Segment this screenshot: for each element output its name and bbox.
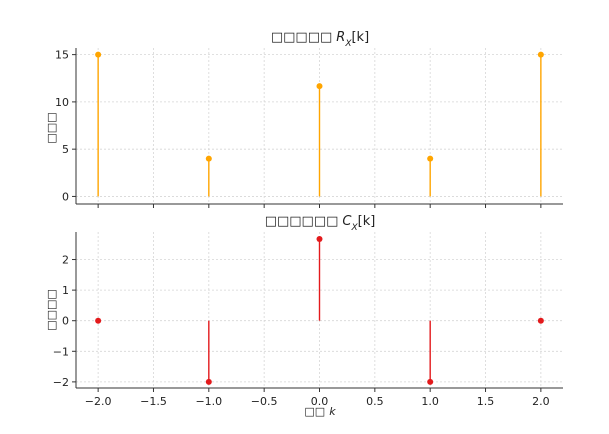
covariance-ytick-label-4: 2 xyxy=(62,254,69,267)
autocorrelation-ytick-label-1: 5 xyxy=(62,143,69,156)
autocorrelation-ytick-label-3: 15 xyxy=(55,49,69,62)
covariance-stems xyxy=(95,236,544,385)
autocorrelation-marker-0 xyxy=(95,51,102,58)
autocorrelation-title: □□□□□ RX[k] xyxy=(271,30,369,49)
covariance-xtick-label-7: 1.5 xyxy=(477,395,495,408)
covariance-title: □□□□□□ CX[k] xyxy=(265,214,376,233)
autocorrelation-marker-3 xyxy=(427,155,434,162)
autocorrelation-ytick-label-2: 10 xyxy=(55,96,69,109)
covariance-marker-1 xyxy=(205,378,212,385)
covariance-ytick-label-2: 0 xyxy=(62,315,69,328)
covariance-marker-3 xyxy=(427,378,434,385)
covariance-xlabel: □□ k xyxy=(304,405,336,418)
autocorrelation-marker-1 xyxy=(205,155,212,162)
autocorrelation-panel: □□□□□ RX[k] □□□ 0 5 10 15 xyxy=(45,30,563,208)
autocorrelation-ylabel: □□□ xyxy=(45,112,58,143)
covariance-axes: −2 −1 0 1 2 −2.0 −1.5 −1.0 −0.5 0.0 0.5 1.0 1.5 2.0 xyxy=(53,232,563,408)
covariance-panel: □□□□□□ CX[k] □□□□ □□ k −2 −1 0 1 2 −2.0 −1.5 −1.0… xyxy=(45,214,563,418)
autocorrelation-axes: 0 5 10 15 xyxy=(55,48,563,208)
covariance-ytick-label-0: −2 xyxy=(53,376,69,389)
covariance-ylabel: □□□□ xyxy=(45,289,58,331)
covariance-ytick-label-1: −1 xyxy=(53,345,69,358)
covariance-xtick-label-2: −1.0 xyxy=(195,395,222,408)
covariance-xtick-label-6: 1.0 xyxy=(421,395,439,408)
covariance-xtick-label-1: −1.5 xyxy=(140,395,167,408)
autocorrelation-stems xyxy=(95,51,544,197)
autocorrelation-ytick-label-0: 0 xyxy=(62,190,69,203)
covariance-ytick-label-3: 1 xyxy=(62,284,69,297)
covariance-xtick-label-5: 0.5 xyxy=(366,395,384,408)
autocorrelation-marker-4 xyxy=(537,51,544,58)
covariance-xtick-label-8: 2.0 xyxy=(532,395,550,408)
covariance-xtick-label-0: −2.0 xyxy=(85,395,112,408)
covariance-xtick-label-3: −0.5 xyxy=(251,395,278,408)
covariance-marker-4 xyxy=(537,317,544,324)
covariance-marker-2 xyxy=(316,236,323,243)
covariance-xtick-label-4: 0.0 xyxy=(311,395,329,408)
covariance-marker-0 xyxy=(95,317,102,324)
autocorrelation-marker-2 xyxy=(316,83,323,90)
